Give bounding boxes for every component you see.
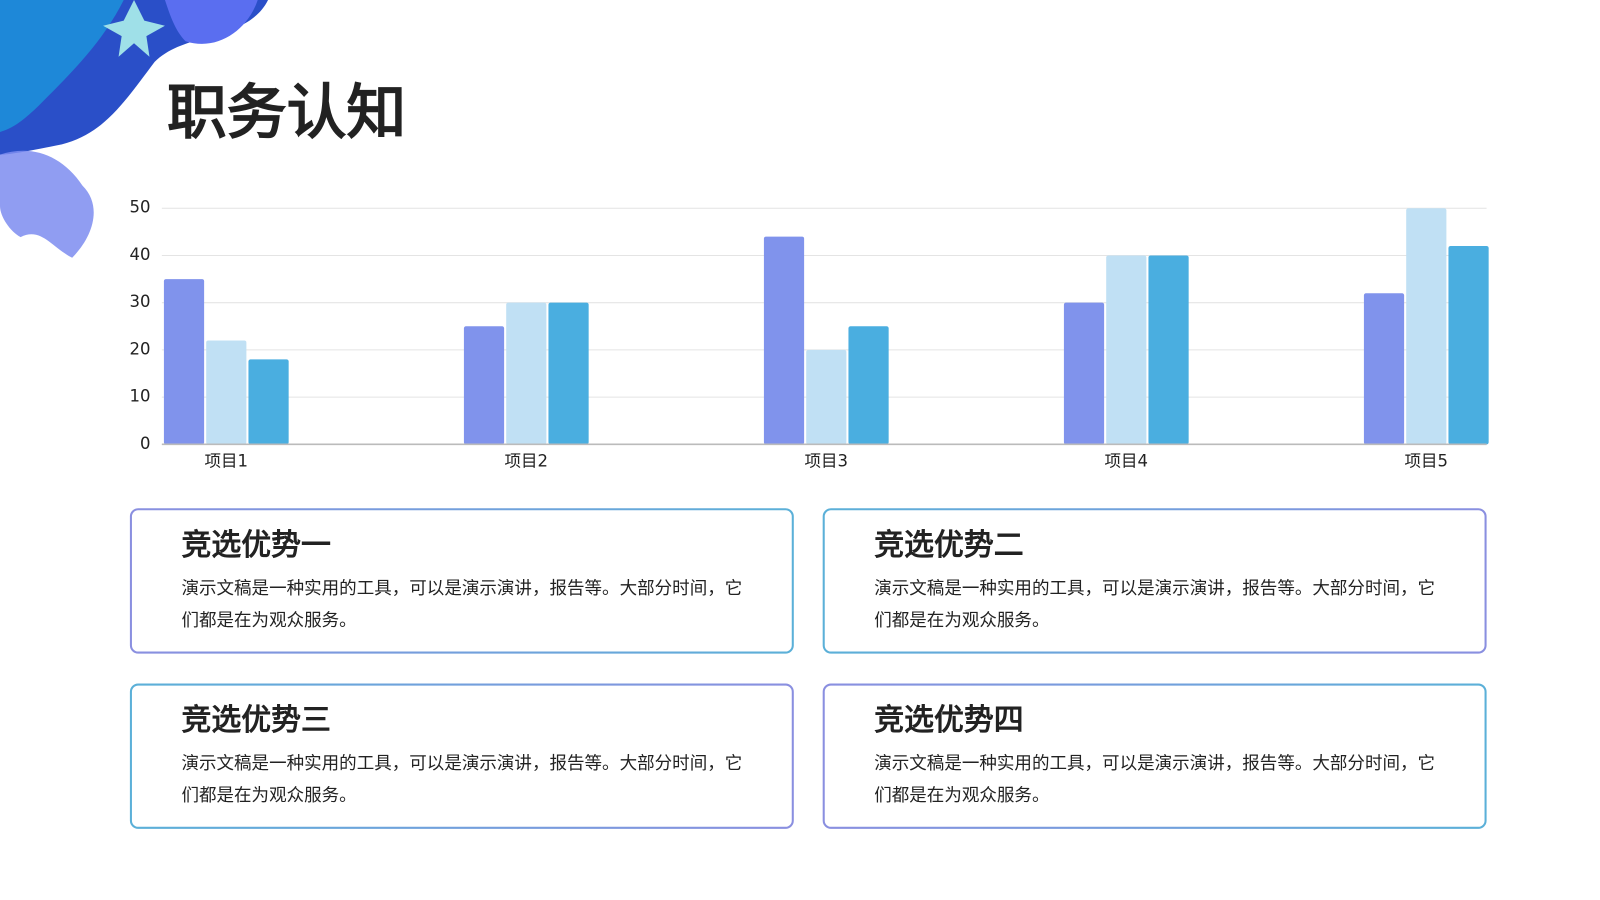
bar [163,279,205,445]
bar [248,359,289,445]
bar [463,326,505,445]
card-body-box: 演示文稿是一种实用的工具，可以是演示演讲，报告等。大部分时间，它们都是在为观众服… [181,753,743,807]
y-tick-label: 10 [130,387,151,406]
x-tick-label: 项目4 [1105,451,1148,470]
y-tick-label: 20 [130,339,151,358]
decoration [0,0,269,258]
x-tick-label: 项目3 [805,451,848,470]
card-text: 演示文稿是一种实用的工具，可以是演示演讲，报告等。大部分时间，它们都是在为观众服… [874,578,1436,631]
bar [506,302,547,445]
card-body-box: 演示文稿是一种实用的工具，可以是演示演讲，报告等。大部分时间，它们都是在为观众服… [874,753,1436,807]
bar [1448,246,1489,445]
bar [848,326,889,445]
y-tick-label: 30 [130,292,151,311]
card [822,508,1487,654]
card-title: 竞选优势三 [181,703,330,738]
bar [206,340,247,445]
card [822,683,1487,829]
card-body-box: 演示文稿是一种实用的工具，可以是演示演讲，报告等。大部分时间，它们都是在为观众服… [874,578,1436,631]
bar [1063,302,1105,445]
card-body-box: 演示文稿是一种实用的工具，可以是演示演讲，报告等。大部分时间，它们都是在为观众服… [181,578,743,631]
bar [1148,255,1189,445]
chart: 0 10 20 30 40 50 项目1 项目2 项目3 项目4 项目5 [130,198,1489,470]
card-text: 演示文稿是一种实用的工具，可以是演示演讲，报告等。大部分时间，它们都是在为观众服… [181,753,743,807]
x-tick-label: 项目2 [505,451,548,470]
y-tick-label: 50 [130,198,151,217]
bar [806,349,847,445]
card [129,508,794,654]
slide-title: 职务认知 [167,79,406,148]
card-text: 演示文稿是一种实用的工具，可以是演示演讲，报告等。大部分时间，它们都是在为观众服… [181,578,743,631]
card-title: 竞选优势二 [874,528,1023,563]
card-text: 演示文稿是一种实用的工具，可以是演示演讲，报告等。大部分时间，它们都是在为观众服… [874,753,1436,807]
bar [763,236,805,445]
card-title: 竞选优势一 [181,528,331,563]
y-tick-label: 40 [130,245,151,264]
bar [1406,208,1447,445]
x-tick-label: 项目1 [205,451,248,470]
bar [1106,255,1147,445]
bar [1363,293,1405,445]
cards: 竞选优势一演示文稿是一种实用的工具，可以是演示演讲，报告等。大部分时间，它们都是… [129,508,1487,829]
x-tick-label: 项目5 [1405,451,1448,470]
y-tick-label: 0 [140,434,150,453]
bar [548,302,589,445]
card [129,683,794,829]
card-title: 竞选优势四 [874,703,1023,738]
